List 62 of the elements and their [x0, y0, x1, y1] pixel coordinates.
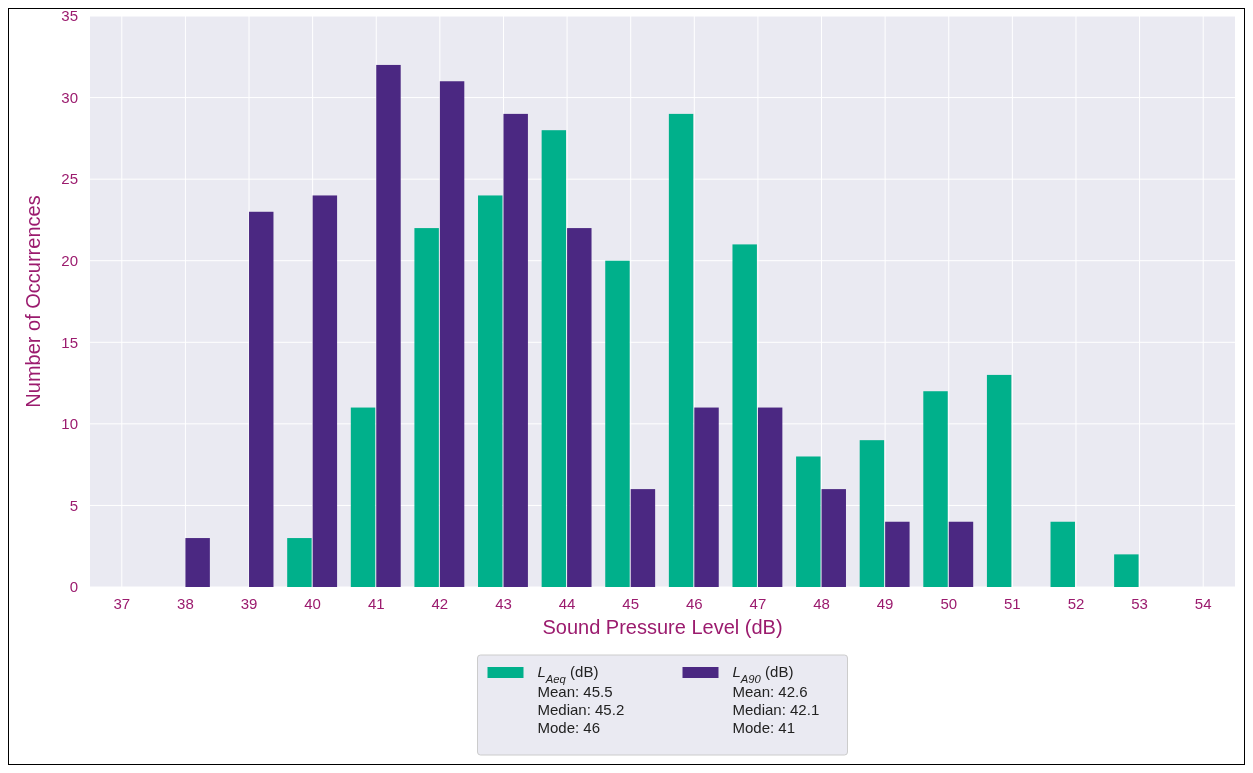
bar [986, 374, 1012, 587]
y-tick-label: 25 [61, 170, 78, 188]
x-tick-label: 37 [113, 595, 131, 612]
bar [350, 407, 376, 587]
x-tick-label: 47 [749, 595, 767, 612]
legend-label: L$_{Aeq}$ (dB) [537, 663, 599, 685]
text: Mean: 42.6 [732, 683, 808, 700]
bar [567, 228, 592, 587]
y-axis-title: Number of Occurrences [22, 195, 44, 408]
bar [630, 489, 656, 587]
text: Mode: 46 [537, 719, 601, 736]
bar [287, 538, 312, 587]
y-tick-label: 20 [61, 251, 78, 269]
y-tick-label: 5 [69, 496, 78, 514]
bar [605, 260, 630, 587]
bar [478, 195, 503, 587]
text: Median: 45.2 [537, 701, 625, 718]
bar [1114, 554, 1139, 587]
x-tick-label: 38 [177, 595, 194, 612]
x-tick-label: 41 [367, 595, 385, 612]
bar [185, 538, 210, 587]
text: Median: 42.1 [732, 701, 820, 718]
bar [859, 440, 885, 587]
bar [757, 407, 783, 587]
bar [439, 81, 465, 587]
bar [249, 211, 274, 587]
bar [694, 407, 719, 587]
bar [821, 489, 846, 587]
x-tick-label: 40 [304, 595, 321, 612]
y-tick-label: 10 [61, 415, 78, 433]
x-tick-label: 44 [558, 595, 576, 612]
bar [732, 244, 757, 587]
bar [414, 228, 439, 587]
bar [1050, 521, 1075, 587]
bar [541, 130, 567, 587]
x-tick-label: 42 [431, 595, 449, 612]
x-tick-label: 48 [813, 595, 830, 612]
x-tick-label: 46 [685, 595, 703, 612]
x-tick-label: 53 [1131, 595, 1148, 612]
x-axis-title: Sound Pressure Level (dB) [542, 616, 783, 638]
x-tick-label: 50 [940, 595, 958, 612]
y-tick-label: 30 [61, 88, 78, 106]
bar [503, 113, 528, 587]
bar [376, 64, 401, 587]
x-tick-label: 49 [876, 595, 894, 612]
bar [668, 113, 694, 587]
bar [796, 456, 821, 587]
x-tick-label: 54 [1194, 595, 1212, 612]
x-tick-label: 51 [1004, 595, 1021, 612]
bar [948, 521, 974, 587]
bar [312, 195, 338, 587]
x-tick-label: 43 [495, 595, 512, 612]
text: Mode: 41 [732, 719, 796, 736]
bar [885, 521, 910, 587]
x-tick-label: 39 [240, 595, 258, 612]
bar [923, 391, 948, 587]
y-tick-label: 35 [61, 7, 78, 25]
x-tick-label: 52 [1067, 595, 1085, 612]
y-tick-label: 15 [61, 333, 78, 351]
x-tick-label: 45 [622, 595, 640, 612]
legend-label: L$_{A90}$ (dB) [732, 663, 794, 685]
y-tick-label: 0 [69, 578, 78, 596]
